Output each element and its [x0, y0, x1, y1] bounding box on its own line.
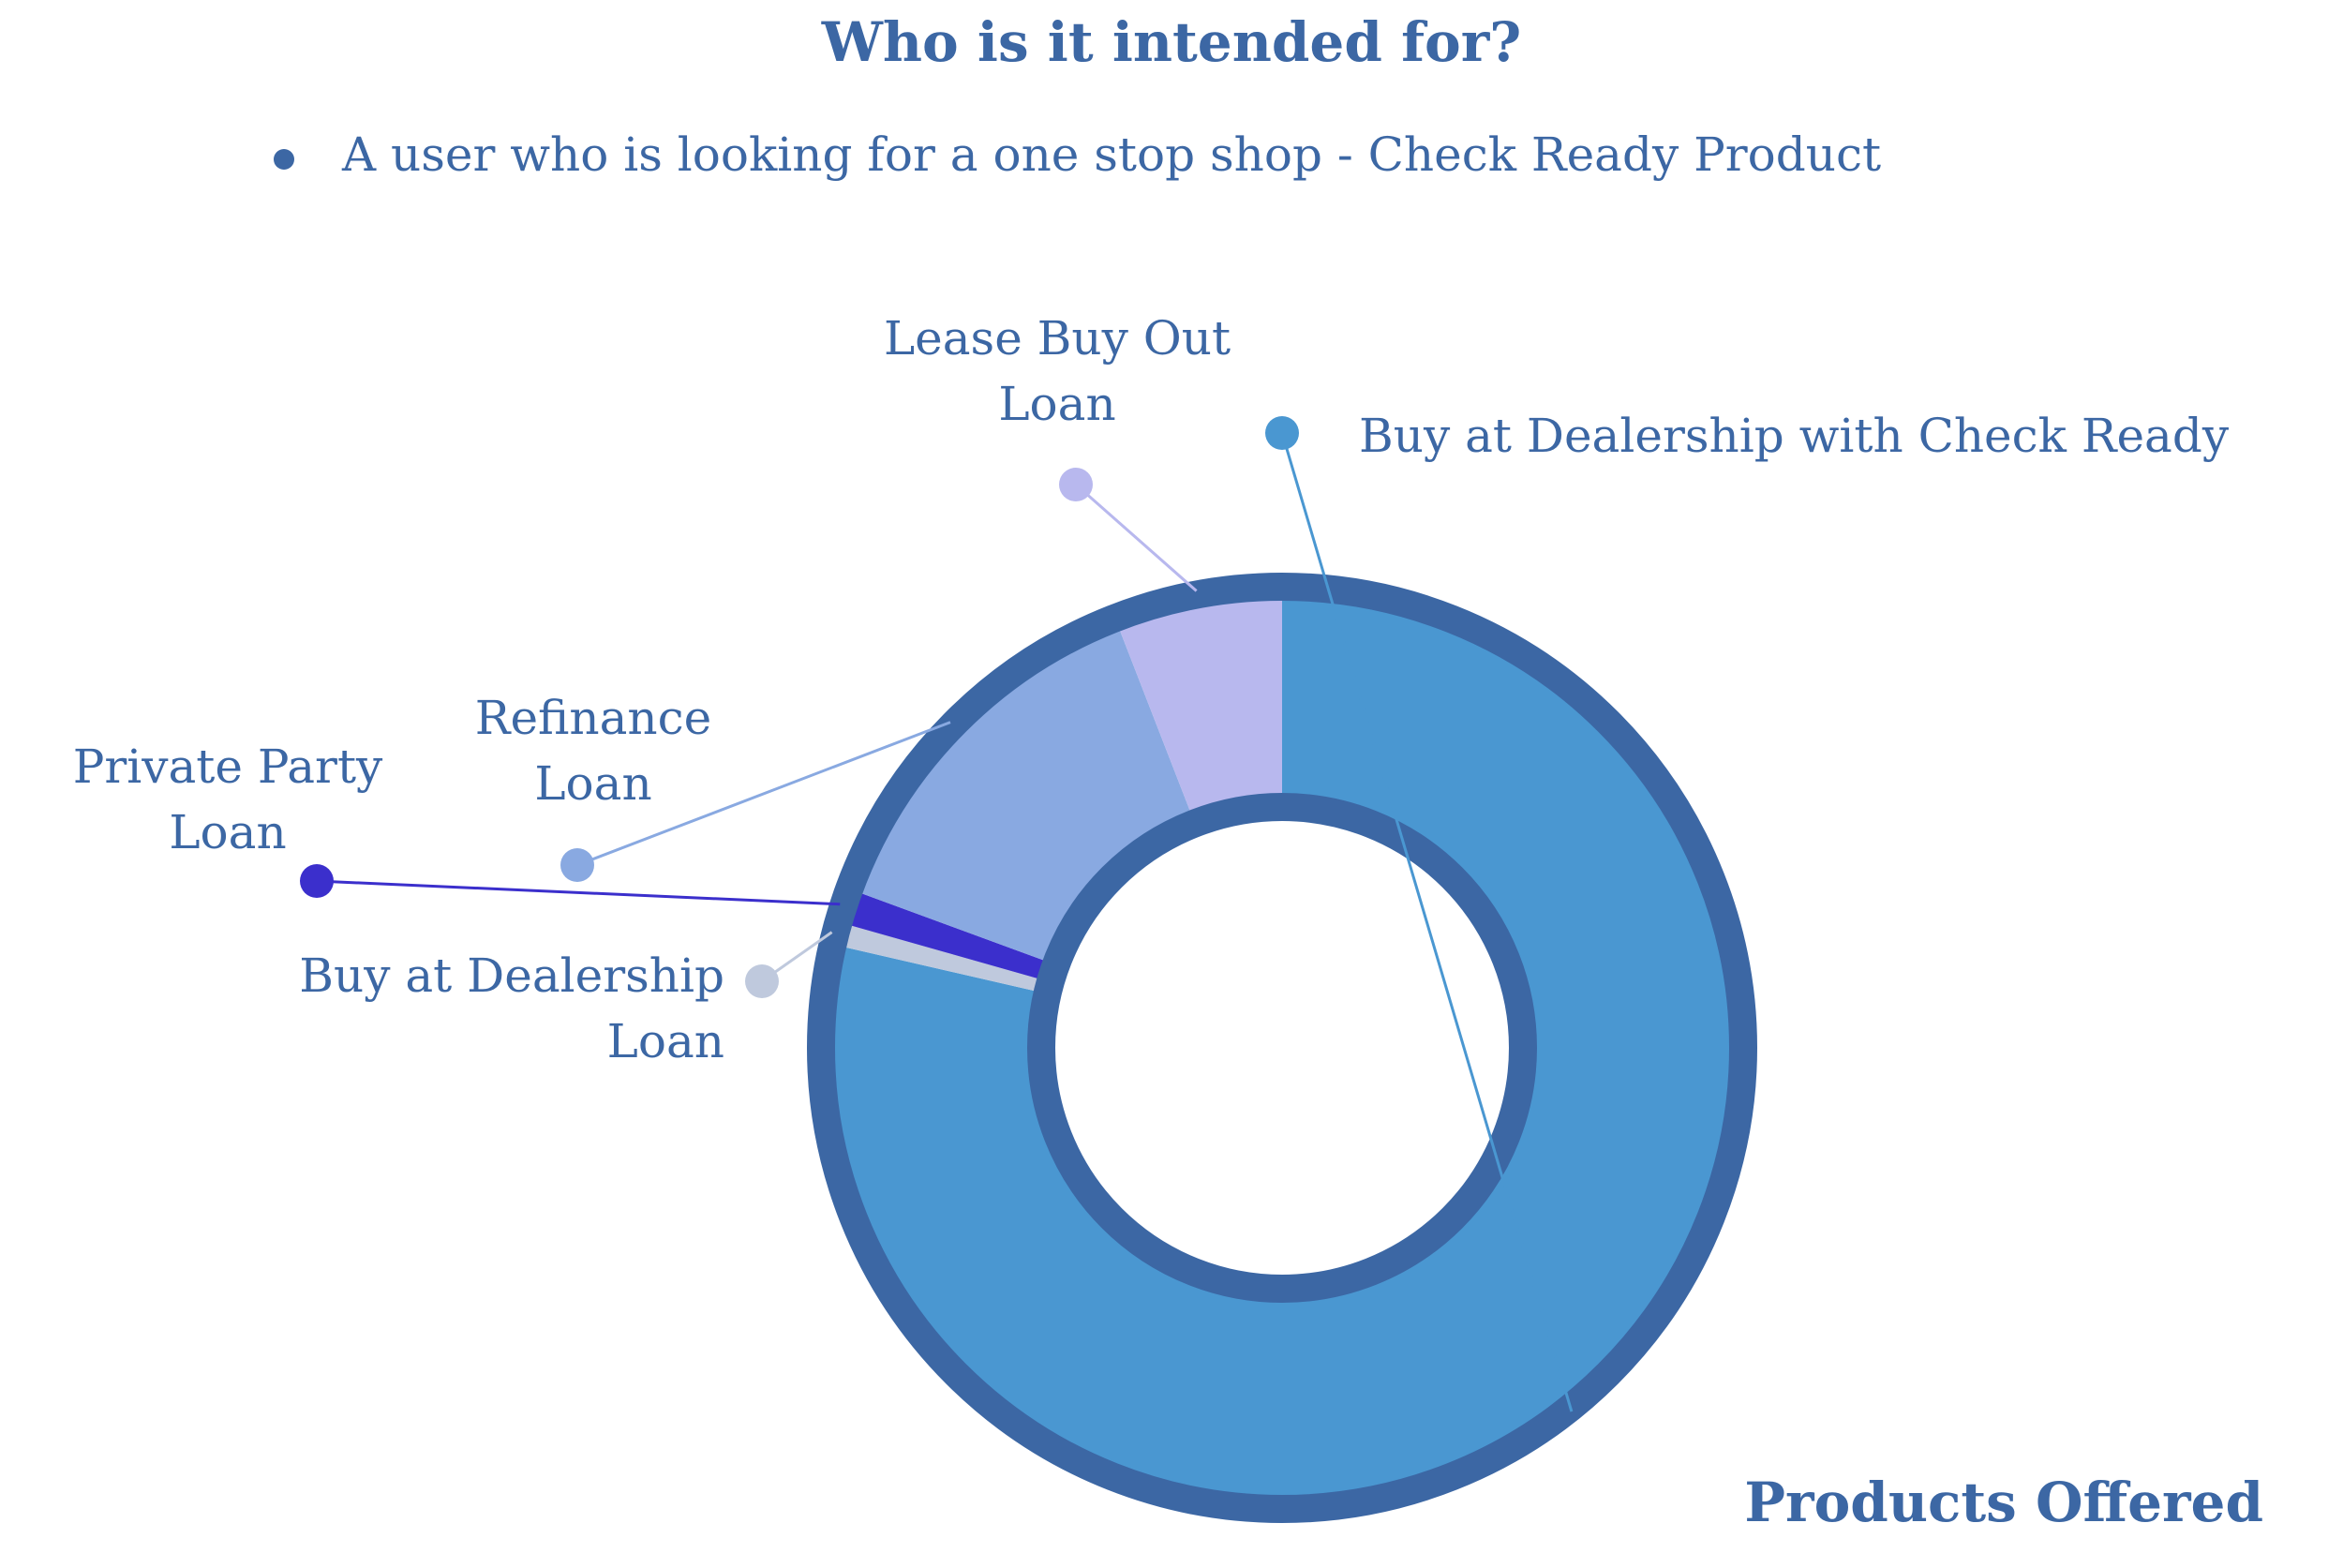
- slice-buy-at-dealership-loan: [832, 921, 1051, 994]
- chart-title: Products Offered: [1744, 1471, 2263, 1534]
- bullet-dot-icon: [274, 149, 294, 170]
- label-marker-lease-buy-out-loan: [1059, 468, 1093, 501]
- leader-line-private-party-loan: [316, 879, 841, 906]
- slice-label-refinance-loan: Refinance Loan: [475, 691, 711, 811]
- slide-title: Who is it intended for?: [821, 10, 1522, 74]
- leader-line-refinance-loan: [576, 721, 951, 867]
- slice-label-lease-buy-out-loan: Lease Buy Out Loan: [884, 311, 1231, 431]
- bullet-text: A user who is looking for a one stop sho…: [341, 127, 1881, 182]
- slice-labels: Buy at Dealership with Check Ready Buy at…: [73, 311, 2230, 1412]
- slice-label-private-party-loan: Private Party Loan: [73, 739, 383, 859]
- donut-inner-ring: [1027, 793, 1537, 1303]
- label-marker-buy-at-dealership-with-check-ready: [1265, 416, 1299, 450]
- label-marker-private-party-loan: [300, 864, 334, 898]
- slice-private-party-loan: [838, 889, 1056, 982]
- leader-line-lease-buy-out-loan: [1075, 483, 1198, 592]
- slice-label-buy-at-dealership-loan: Buy at Dealership Loan: [299, 948, 724, 1068]
- slice-lease-buy-out-loan: [1114, 587, 1282, 824]
- leader-line-buy-at-dealership-with-check-ready: [1280, 432, 1574, 1412]
- donut-outer-ring: [807, 573, 1757, 1523]
- label-marker-refinance-loan: [560, 848, 594, 882]
- slice-label-buy-at-dealership-with-check-ready: Buy at Dealership with Check Ready: [1359, 409, 2230, 463]
- label-marker-buy-at-dealership-loan: [745, 964, 779, 998]
- slice-buy-at-dealership-with-check-ready: [820, 587, 1743, 1509]
- donut-outline: [807, 573, 1757, 1523]
